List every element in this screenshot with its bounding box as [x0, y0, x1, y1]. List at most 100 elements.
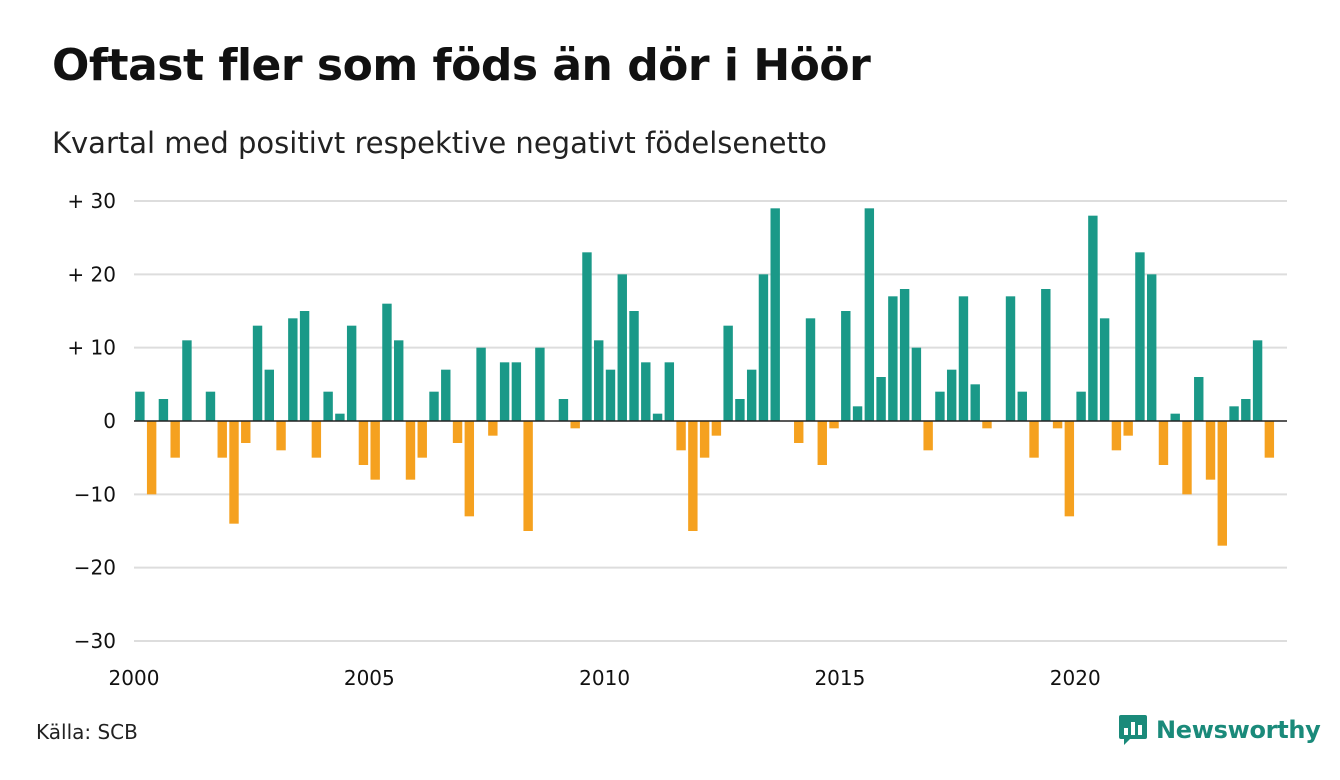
bar-positive	[382, 303, 392, 421]
bar-positive	[876, 377, 886, 421]
bar-positive	[1017, 391, 1027, 421]
bar-negative	[923, 421, 933, 451]
bar-positive	[1088, 215, 1098, 421]
bar-negative	[829, 421, 839, 429]
bar-positive	[1135, 252, 1145, 421]
bar-negative	[1064, 421, 1075, 517]
bar-positive	[323, 391, 333, 421]
bar-positive	[723, 325, 733, 421]
y-axis-ticks: + 30 + 20 + 10 0 −10 −20 −30	[67, 189, 116, 653]
y-tick-label: + 30	[67, 189, 116, 213]
bar-positive	[641, 362, 651, 421]
bar-negative	[711, 421, 722, 436]
bar-negative	[276, 421, 286, 451]
bar-positive	[1241, 399, 1251, 421]
bar-negative	[464, 421, 475, 517]
bar-positive	[135, 391, 145, 421]
x-tick-label: 2020	[1050, 666, 1101, 690]
bar-negative	[217, 421, 227, 458]
bar-positive	[652, 413, 663, 421]
bar-chart: + 30+ 20+ 100−10−20−30 2000 2005 2010 2015 2…	[67, 189, 1287, 690]
bar-negative	[676, 421, 686, 451]
bar-positive	[441, 369, 451, 421]
y-tick-label: −30	[74, 629, 116, 653]
x-tick-label: 2005	[344, 666, 395, 690]
bar-positive	[182, 340, 192, 421]
bar-positive	[617, 274, 627, 421]
bar-positive	[582, 252, 592, 421]
bar-negative	[817, 421, 827, 465]
bar-positive	[1146, 274, 1157, 421]
bar-positive	[935, 391, 945, 421]
bar-negative	[1029, 421, 1039, 458]
bar-negative	[1264, 421, 1275, 458]
gridlines	[134, 200, 1287, 642]
bar-negative	[405, 421, 416, 480]
bar-positive	[888, 296, 898, 421]
bar-negative	[358, 421, 369, 465]
bar-positive	[958, 296, 969, 421]
bar-positive	[1170, 413, 1180, 421]
bar-negative	[229, 421, 239, 524]
bar-negative	[1052, 421, 1063, 429]
bar-negative	[170, 421, 180, 458]
y-tick-label: −10	[74, 482, 116, 506]
bar-positive	[1005, 296, 1016, 421]
bar-negative	[311, 421, 322, 458]
x-tick-label: 2015	[814, 666, 865, 690]
bar-positive	[558, 399, 569, 421]
bar-positive	[758, 274, 769, 421]
bar-negative	[523, 421, 533, 531]
x-axis-ticks: 2000 2005 2010 2015 2020	[109, 666, 1101, 690]
bar-positive	[805, 318, 816, 421]
bar-positive	[252, 325, 263, 421]
bar-positive	[429, 391, 439, 421]
bars	[135, 208, 1275, 546]
brand-logo: Newsworthy	[1118, 712, 1321, 748]
bar-negative	[1158, 421, 1169, 465]
bar-positive	[770, 208, 780, 421]
bar-positive	[594, 340, 604, 421]
bar-positive	[264, 369, 274, 421]
bar-positive	[1099, 318, 1110, 421]
bar-negative	[488, 421, 498, 436]
bar-positive	[158, 399, 169, 421]
bar-negative	[146, 421, 157, 495]
y-tick-label: 0	[103, 409, 116, 433]
bar-negative	[452, 421, 463, 443]
bar-positive	[394, 340, 404, 421]
bar-positive	[288, 318, 298, 421]
bar-negative	[1182, 421, 1192, 495]
x-tick-label: 2000	[109, 666, 160, 690]
bar-positive	[946, 369, 957, 421]
bar-positive	[511, 362, 522, 421]
bar-positive	[1229, 406, 1239, 421]
bar-negative	[417, 421, 427, 458]
bar-positive	[605, 369, 616, 421]
bar-positive	[970, 384, 980, 421]
bar-positive	[841, 311, 851, 421]
bar-negative	[982, 421, 992, 429]
bar-positive	[864, 208, 875, 421]
bar-negative	[794, 421, 804, 443]
bar-negative	[688, 421, 698, 531]
brand-name: Newsworthy	[1156, 716, 1321, 744]
bar-positive	[911, 347, 922, 421]
bar-positive	[476, 347, 486, 421]
bar-positive	[852, 406, 863, 421]
bar-negative	[1205, 421, 1216, 480]
chart-title: Oftast fler som föds än dör i Höör	[52, 40, 871, 91]
bar-negative	[570, 421, 580, 429]
bar-positive	[1252, 340, 1263, 421]
bar-negative	[1217, 421, 1227, 546]
bar-positive	[735, 399, 745, 421]
bar-positive	[664, 362, 675, 421]
bar-positive	[335, 413, 345, 421]
y-tick-label: + 10	[67, 336, 116, 360]
bar-positive	[1041, 289, 1051, 421]
bar-negative	[241, 421, 251, 443]
x-tick-label: 2010	[579, 666, 630, 690]
bar-negative	[1123, 421, 1133, 436]
bar-negative	[1111, 421, 1122, 451]
chart-subtitle: Kvartal med positivt respektive negativt…	[52, 126, 827, 160]
